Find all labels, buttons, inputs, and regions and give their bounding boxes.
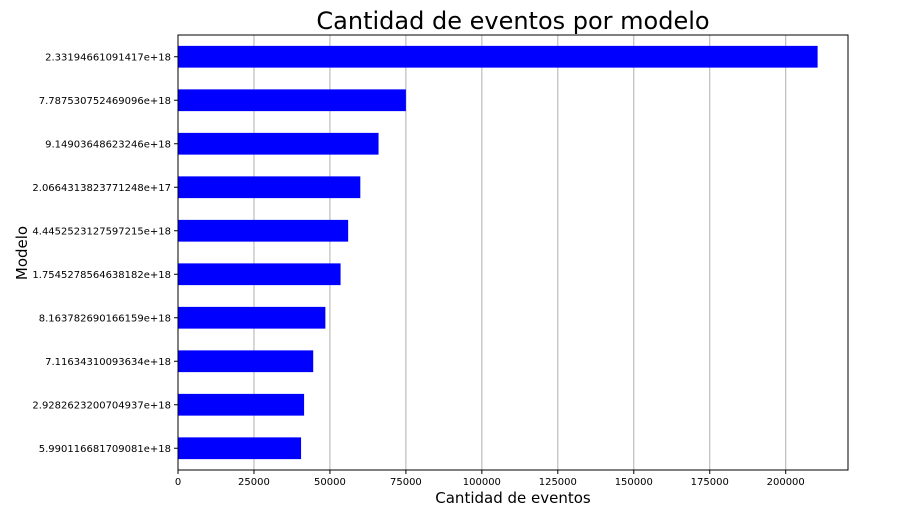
bar: [178, 263, 341, 286]
bar: [178, 350, 314, 373]
x-tick-label: 175000: [691, 477, 729, 488]
y-tick-label: 2.0664313823771248e+17: [32, 183, 171, 194]
x-tick-label: 75000: [390, 477, 422, 488]
y-tick-label: 1.7545278564638182e+18: [32, 270, 171, 281]
y-axis-label: Modelo: [13, 226, 31, 280]
y-tick-label: 2.9282623200704937e+18: [32, 400, 171, 411]
bars: [178, 45, 818, 460]
bar: [178, 45, 818, 68]
bar: [178, 437, 302, 460]
bar: [178, 393, 305, 416]
x-tick-label: 150000: [615, 477, 653, 488]
y-tick-label: 5.990116681709081e+18: [39, 444, 171, 455]
y-tick-label: 9.14903648623246e+18: [45, 139, 171, 150]
y-tick-label: 4.4452523127597215e+18: [32, 226, 171, 237]
chart-title: Cantidad de eventos por modelo: [316, 7, 709, 35]
x-tick-label: 200000: [767, 477, 805, 488]
y-tick-label: 7.11634310093634e+18: [45, 357, 171, 368]
y-tick-label: 7.787530752469096e+18: [39, 96, 171, 107]
x-tick-label: 50000: [314, 477, 346, 488]
x-tick-label: 0: [175, 477, 181, 488]
x-tick-label: 100000: [463, 477, 501, 488]
x-tick-label: 25000: [238, 477, 270, 488]
bar: [178, 219, 349, 242]
plot-frame: [177, 34, 849, 471]
x-tick-label: 125000: [539, 477, 577, 488]
ticks: 0 25000 50000 75000 100000 125000 150000 175000…: [32, 52, 804, 488]
bar: [178, 132, 379, 155]
x-axis-label: Cantidad de eventos: [435, 489, 591, 507]
bar: [178, 176, 361, 199]
y-tick-label: 8.163782690166159e+18: [39, 313, 171, 324]
y-tick-label: 2.33194661091417e+18: [45, 52, 171, 63]
bar: [178, 89, 406, 112]
bar: [178, 306, 326, 329]
